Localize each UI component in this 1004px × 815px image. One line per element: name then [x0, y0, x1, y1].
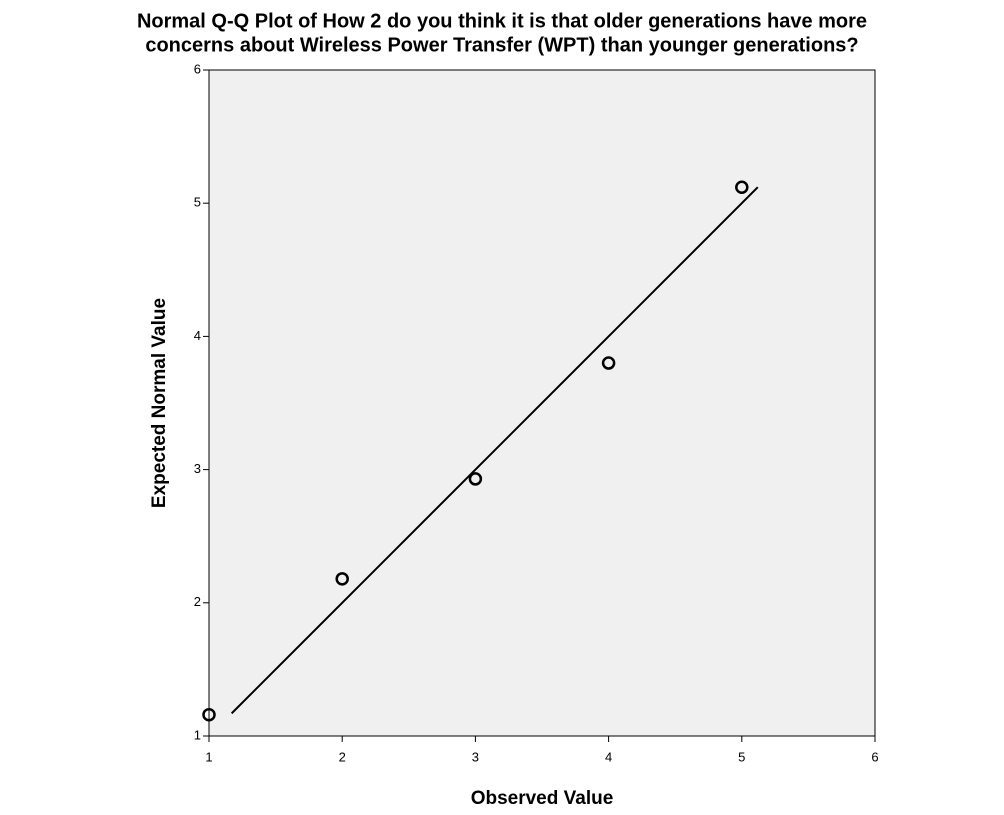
data-point — [202, 707, 216, 722]
x-axis-label: Observed Value — [471, 788, 614, 809]
y-tick-label: 2 — [194, 594, 201, 609]
y-tick-label: 5 — [194, 195, 201, 210]
chart-title: concerns about Wireless Power Transfer (… — [145, 34, 858, 56]
y-axis-label: Expected Normal Value — [149, 298, 170, 508]
data-point — [735, 180, 749, 194]
y-tick-label: 1 — [194, 727, 201, 742]
y-tick-label: 6 — [194, 61, 201, 76]
reference-line — [230, 186, 759, 715]
chart-title: Normal Q-Q Plot of How 2 do you think it… — [137, 10, 867, 32]
data-point — [468, 472, 483, 486]
y-tick-label: 4 — [194, 328, 201, 343]
x-tick-label: 1 — [205, 749, 212, 764]
data-point — [335, 572, 349, 586]
data-point — [601, 356, 616, 370]
x-tick-label: 5 — [738, 749, 745, 764]
y-tick-label: 3 — [194, 461, 201, 476]
x-tick-label: 6 — [871, 749, 878, 764]
x-tick-label: 2 — [339, 749, 346, 764]
x-tick-label: 3 — [472, 749, 479, 764]
x-tick-label: 4 — [605, 749, 612, 764]
